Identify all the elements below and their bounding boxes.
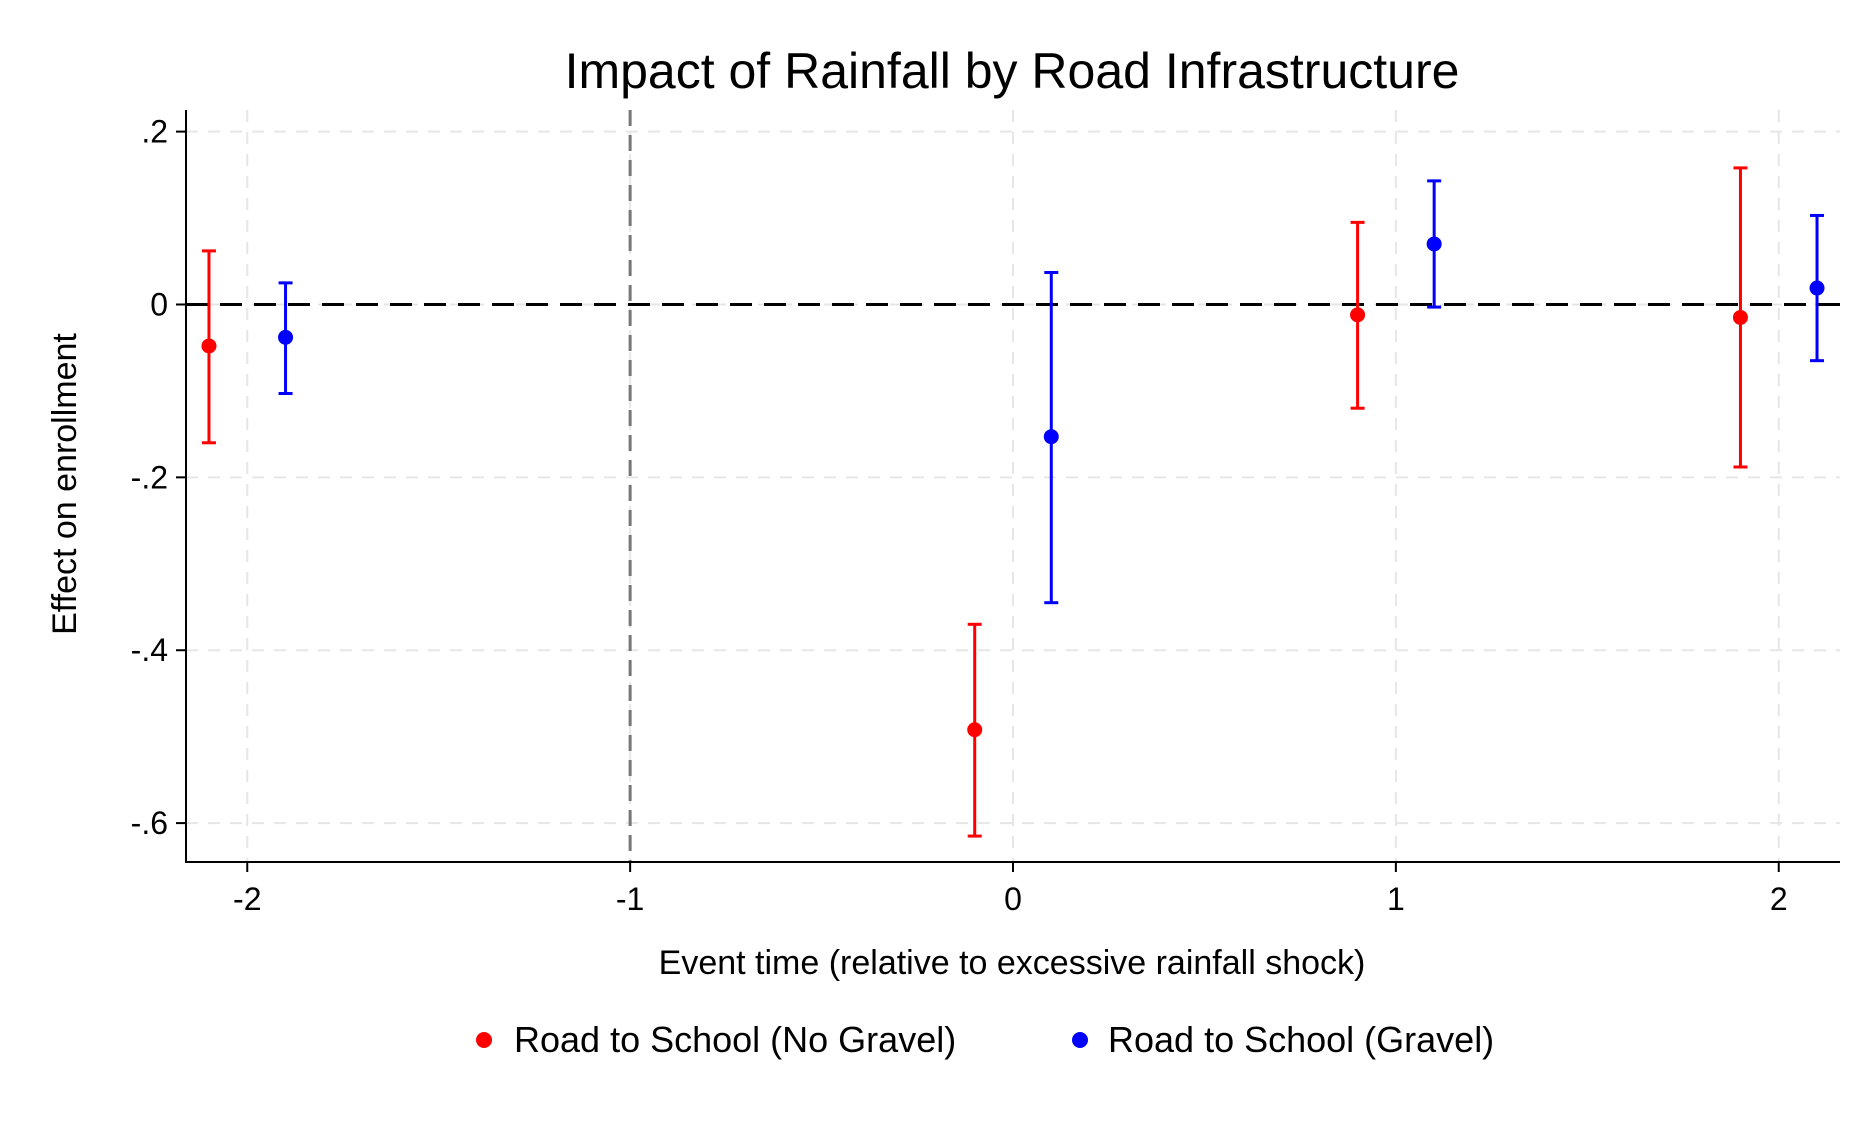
x-tick-label: 1 [1387,881,1405,917]
x-tick-label: -1 [616,881,644,917]
reference-lines [186,110,1840,862]
legend-item-2: Road to School (Gravel) [1072,1019,1494,1060]
y-tick-label: 0 [150,286,168,322]
data-point [967,722,983,738]
series-1 [201,166,1748,838]
data-point [201,338,217,354]
data-point [1350,307,1366,323]
legend-marker [1072,1032,1088,1048]
grid-lines [186,110,1840,862]
legend-marker [476,1032,492,1048]
axes: .2 0 -.2 -.4 -.6 -2 -1 0 1 2 [131,110,1840,917]
series-layer [201,166,1825,838]
y-tick-label: -.2 [131,459,168,495]
data-point [1043,429,1059,445]
chart-title: Impact of Rainfall by Road Infrastructur… [565,43,1460,99]
legend-label: Road to School (No Gravel) [514,1019,956,1060]
x-tick-label: -2 [233,881,261,917]
y-axis-label: Effect on enrollment [46,333,84,635]
legend: Road to School (No Gravel) Road to School… [476,1019,1494,1060]
legend-item-1: Road to School (No Gravel) [476,1019,956,1060]
x-tick-label: 0 [1004,881,1022,917]
series-2 [278,179,1825,605]
x-tick-label: 2 [1770,881,1788,917]
data-point [1426,236,1442,252]
y-tick-label: .2 [141,114,168,150]
data-point [1732,309,1748,325]
y-tick-label: -.6 [131,805,168,841]
y-tick-label: -.4 [131,632,168,668]
x-axis-label: Event time (relative to excessive rainfa… [659,944,1366,982]
legend-label: Road to School (Gravel) [1108,1019,1494,1060]
data-point [1809,280,1825,296]
data-point [278,329,294,345]
